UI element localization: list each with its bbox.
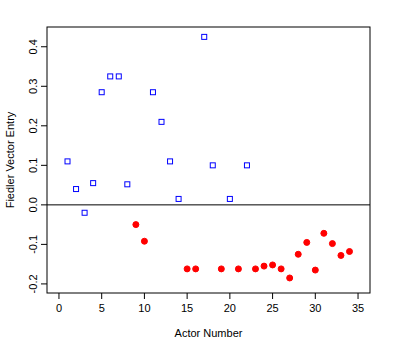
x-tick (358, 293, 359, 299)
y-tick (41, 204, 47, 205)
x-tick-label: 5 (99, 302, 105, 314)
point (244, 163, 249, 168)
x-axis-label: Actor Number (175, 327, 243, 339)
chart: 0 5 10 15 20 25 30 35 -0.2 -0.1 0.0 0.1 0.2 0.3 0.4 Act… (0, 0, 403, 347)
x-tick-label: 25 (266, 302, 278, 314)
x-tick (272, 293, 273, 299)
y-tick-label: 0.4 (27, 39, 39, 54)
point (65, 159, 70, 164)
y-tick (41, 283, 47, 284)
point (287, 275, 293, 281)
point (99, 90, 104, 95)
x-tick (58, 293, 59, 299)
point (74, 187, 79, 192)
y-tick (41, 86, 47, 87)
x-tick (315, 293, 316, 299)
point (150, 90, 155, 95)
y-axis-label: Fiedler Vector Entry (4, 111, 16, 208)
y-tick (41, 125, 47, 126)
point (261, 263, 267, 269)
x-tick-label: 10 (138, 302, 150, 314)
reference-line (47, 204, 370, 205)
point (235, 266, 241, 272)
point (141, 238, 147, 244)
y-tick (41, 165, 47, 166)
point (227, 196, 232, 201)
point (312, 267, 318, 273)
x-tick (101, 293, 102, 299)
point (91, 181, 96, 186)
x-tick (187, 293, 188, 299)
x-tick-label: 0 (56, 302, 62, 314)
point (338, 252, 344, 258)
x-tick-label: 20 (224, 302, 236, 314)
point (116, 74, 121, 79)
point (133, 222, 139, 228)
y-tick (41, 46, 47, 47)
point (321, 230, 327, 236)
y-tick-label: -0.1 (27, 235, 39, 254)
point (218, 266, 224, 272)
x-tick-label: 30 (309, 302, 321, 314)
point (210, 163, 215, 168)
point (295, 251, 301, 257)
y-tick-label: 0.1 (27, 158, 39, 173)
point (176, 196, 181, 201)
point (346, 248, 352, 254)
point (108, 74, 113, 79)
x-tick (144, 293, 145, 299)
y-tick-label: 0.3 (27, 79, 39, 94)
y-tick-label: 0.2 (27, 118, 39, 133)
plot-area (47, 34, 370, 281)
point (270, 262, 276, 268)
x-tick-label: 15 (181, 302, 193, 314)
y-tick-label: -0.2 (27, 274, 39, 293)
plot-frame (47, 27, 370, 293)
point (193, 266, 199, 272)
point (184, 266, 190, 272)
y-tick (41, 244, 47, 245)
point (125, 182, 130, 187)
x-tick-label: 35 (352, 302, 364, 314)
point (82, 210, 87, 215)
point (278, 266, 284, 272)
point (304, 239, 310, 245)
point (329, 241, 335, 247)
point (168, 159, 173, 164)
point (252, 266, 258, 272)
y-tick-label: 0.0 (27, 197, 39, 212)
point (202, 34, 207, 39)
point (159, 119, 164, 124)
x-tick (229, 293, 230, 299)
